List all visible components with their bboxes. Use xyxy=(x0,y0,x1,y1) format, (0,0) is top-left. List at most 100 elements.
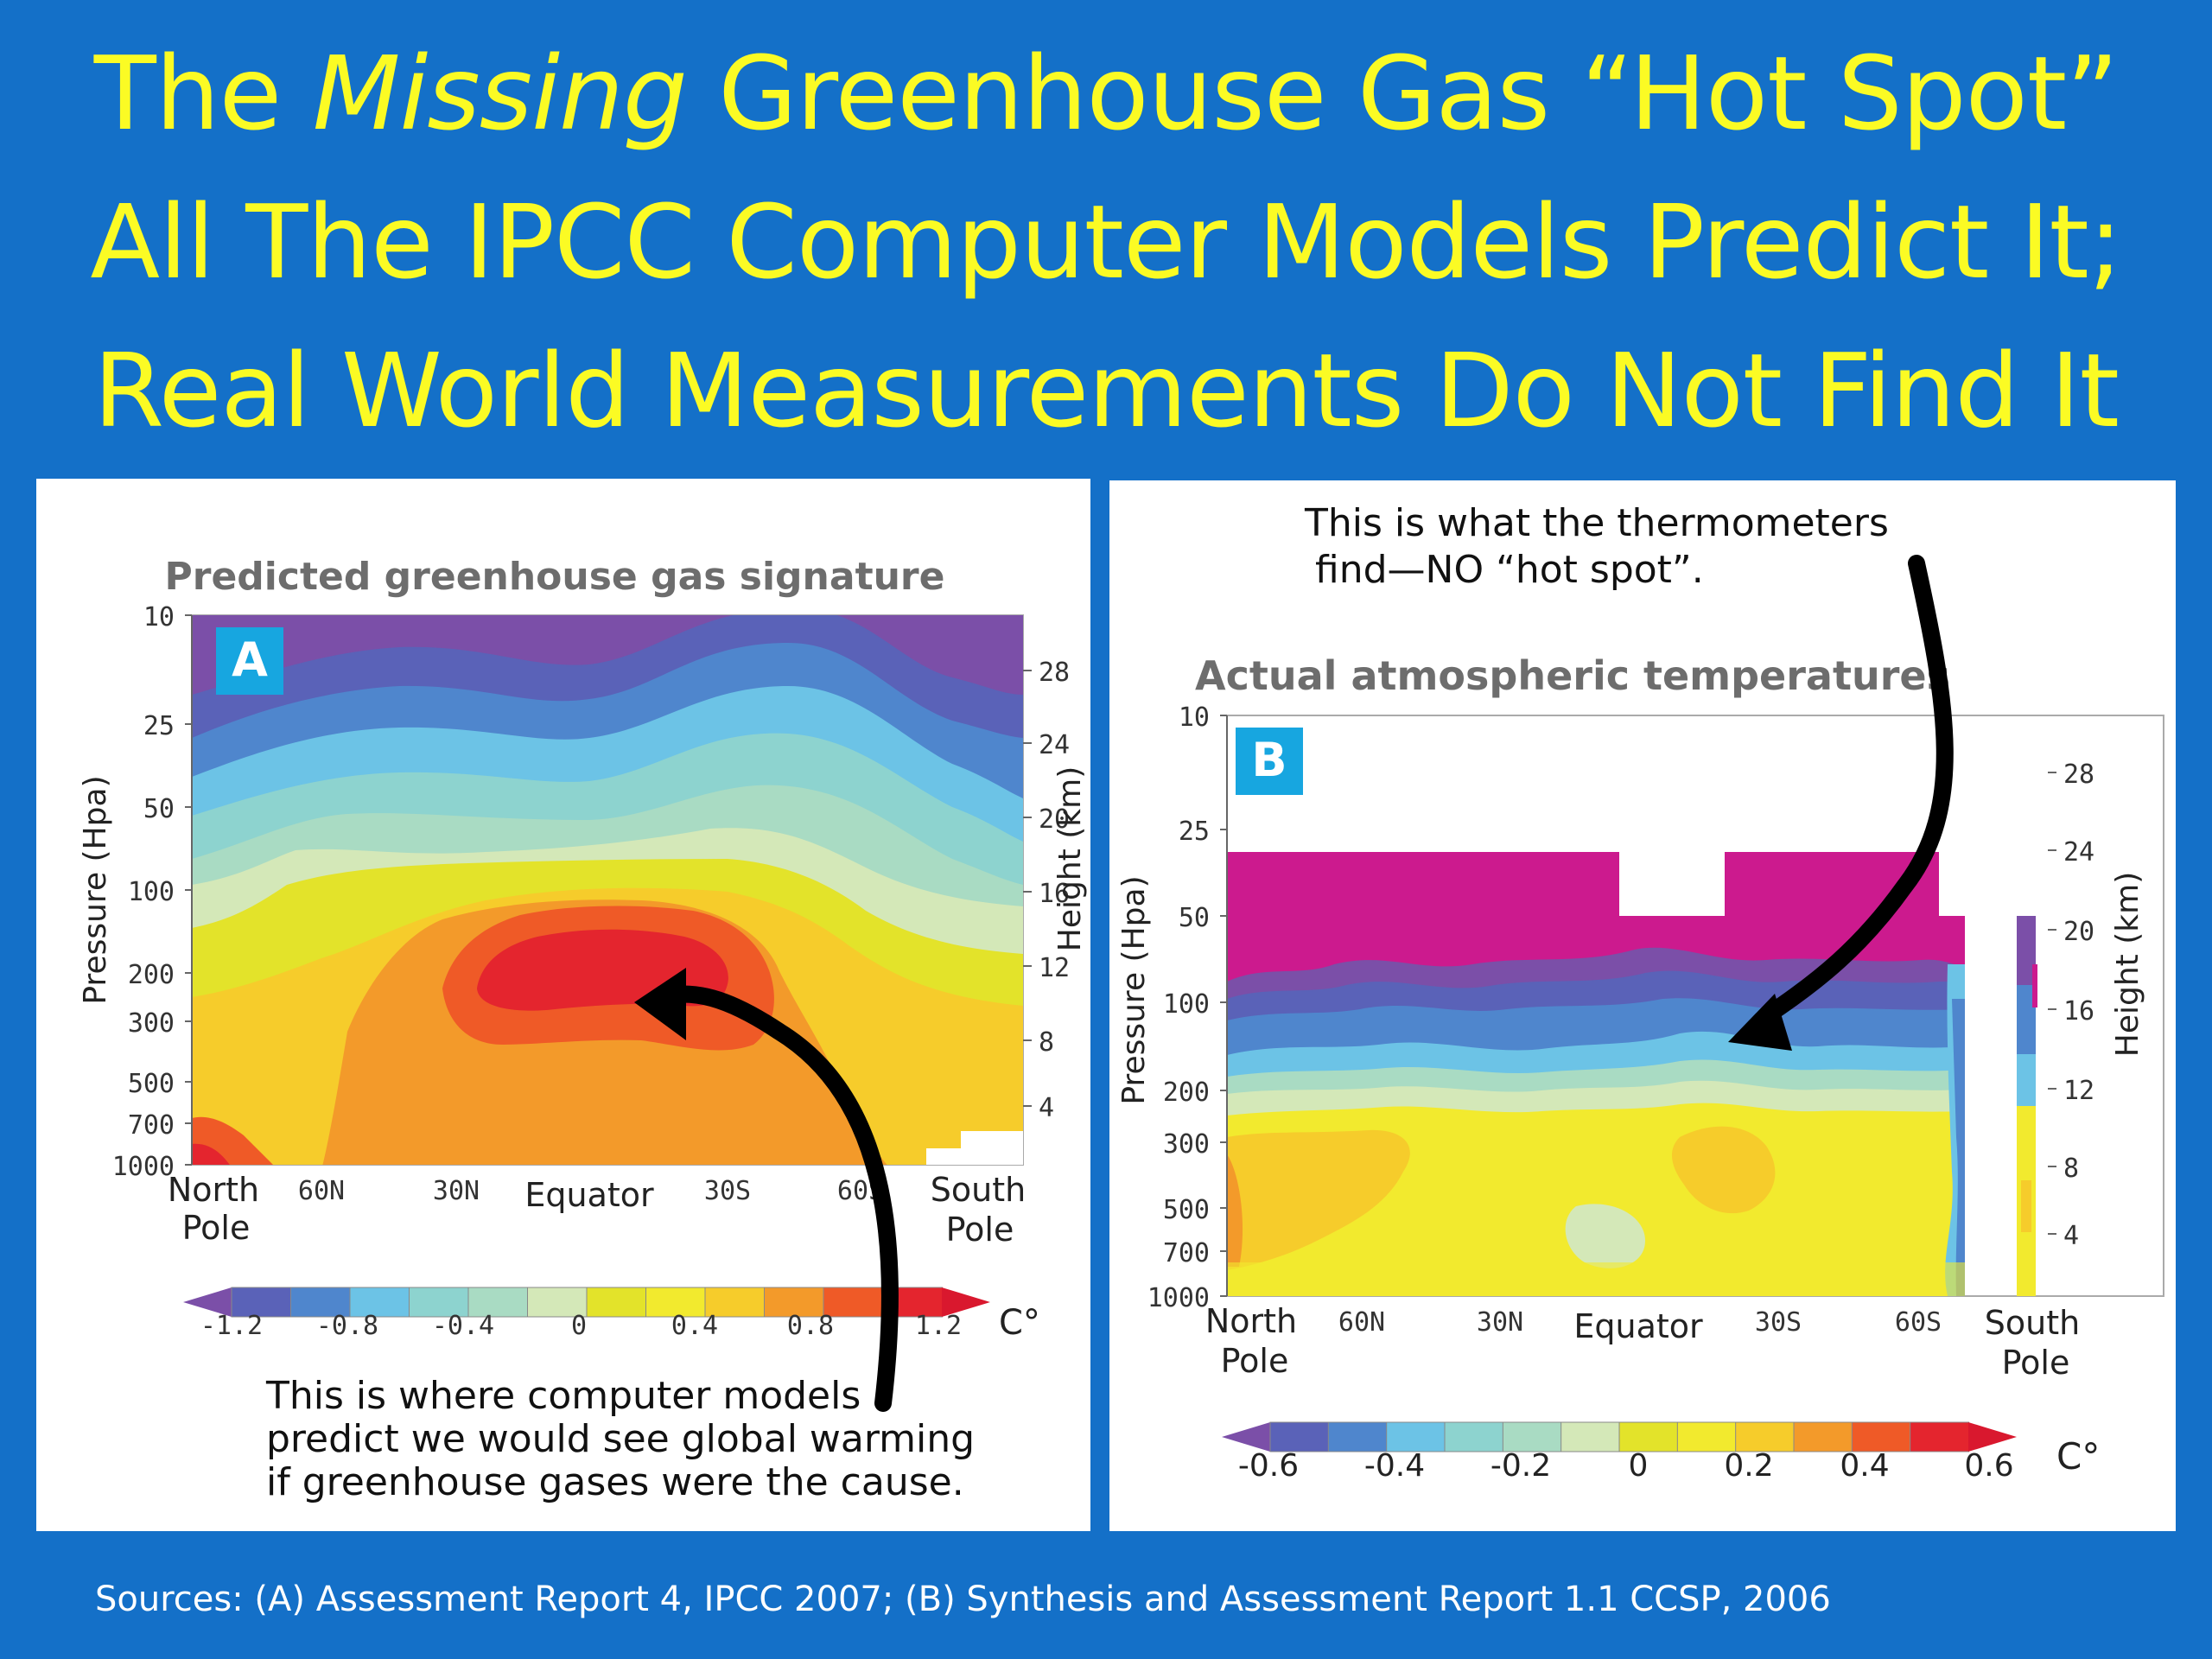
chart-b-badge-label: B xyxy=(1251,733,1287,787)
chart-a-x-tick: 30S xyxy=(704,1176,751,1206)
chart-a-x-south-pole: Pole xyxy=(946,1211,1014,1249)
chart-panel-b: B Actual atmospheric temperatures 10 25 … xyxy=(1109,480,2176,1531)
contour-a-layer xyxy=(926,1131,1023,1165)
chart-a-x-north: North xyxy=(168,1171,259,1209)
contour-b-layer xyxy=(1671,1126,1776,1214)
chart-a-colorbar xyxy=(183,1287,990,1318)
chart-panel-a: A Predicted greenhouse gas signature 10 … xyxy=(36,479,1090,1531)
title-line-2: All The IPCC Computer Models Predict It; xyxy=(90,182,2122,302)
colorbar-segment xyxy=(467,1287,529,1318)
pressure-tick-label: 700 xyxy=(128,1110,175,1141)
colorbar-segment xyxy=(1793,1421,1853,1452)
chart-a-annotation-line: if greenhouse gases were the cause. xyxy=(266,1460,964,1504)
chart-a-x-tick: 60N xyxy=(298,1176,345,1206)
chart-b-colorbar xyxy=(1222,1421,2017,1452)
pressure-tick-label: 200 xyxy=(1163,1077,1210,1108)
colorbar-a-tick: -1.2 xyxy=(200,1311,263,1341)
height-tick-label: 8 xyxy=(2063,1154,2079,1184)
height-tick-label: 20 xyxy=(1039,804,1070,835)
chart-b-x-north-pole: Pole xyxy=(1221,1342,1289,1380)
chart-b-contours xyxy=(1227,852,2037,1296)
colorbar-b-tick: -0.6 xyxy=(1238,1448,1299,1484)
chart-b-x-tick: 30N xyxy=(1477,1307,1523,1338)
colorbar-segment xyxy=(1502,1421,1562,1452)
pressure-tick-label: 100 xyxy=(128,877,175,907)
colorbar-segment xyxy=(1851,1421,1911,1452)
chart-a-svg: A Predicted greenhouse gas signature 10 … xyxy=(78,555,1088,1504)
pressure-tick-label: 100 xyxy=(1163,989,1210,1020)
colorbar-a-tick: 1.2 xyxy=(915,1311,962,1341)
chart-b-title: Actual atmospheric temperatures xyxy=(1195,652,1950,699)
colorbar-end-right xyxy=(1968,1422,2017,1452)
chart-b-annotation-line: This is what the thermometers xyxy=(1304,501,1889,545)
colorbar-segment xyxy=(1618,1421,1679,1452)
colorbar-segment xyxy=(1560,1421,1621,1452)
chart-a-x-north-pole: Pole xyxy=(182,1209,251,1247)
chart-a-x-tick: 30N xyxy=(433,1176,480,1206)
colorbar-segment xyxy=(764,1287,824,1318)
colorbar-b-tick: 0 xyxy=(1629,1448,1649,1484)
pressure-tick-label: 300 xyxy=(1163,1129,1210,1160)
colorbar-end-left xyxy=(183,1287,232,1317)
colorbar-a-tick: 0.4 xyxy=(671,1311,718,1341)
colorbar-segment xyxy=(290,1287,351,1318)
contour-a-layer xyxy=(192,1143,230,1165)
height-tick-label: 16 xyxy=(1039,879,1070,909)
chart-a-x-south: South xyxy=(931,1171,1026,1209)
title-line-3: Real World Measurements Do Not Find It xyxy=(93,331,2120,450)
height-tick-label: 8 xyxy=(1039,1027,1054,1058)
contour-b-layer xyxy=(1227,1129,1410,1270)
colorbar-segment xyxy=(1269,1421,1330,1452)
colorbar-b-tick: 0.4 xyxy=(1840,1448,1889,1484)
height-tick-label: 16 xyxy=(2063,996,2094,1027)
colorbar-segment xyxy=(231,1287,292,1318)
contour-b-layer xyxy=(2032,964,2037,1007)
chart-b-ylabel-right: Height (km) xyxy=(2110,872,2145,1057)
colorbar-segment xyxy=(527,1287,588,1318)
pressure-tick-label: 50 xyxy=(1179,903,1210,933)
chart-a-pressure-ticks: 10 25 50 100 200 300 500 700 1000 xyxy=(112,602,192,1182)
chart-b-x-equator: Equator xyxy=(1573,1307,1703,1345)
title-line-1: The Missing Greenhouse Gas “Hot Spot” xyxy=(0,19,2212,168)
height-tick-label: 24 xyxy=(1039,730,1070,760)
pressure-tick-label: 10 xyxy=(143,602,175,632)
chart-b-svg: B Actual atmospheric temperatures 10 25 … xyxy=(1116,501,2164,1484)
colorbar-a-tick: 0.8 xyxy=(787,1311,834,1341)
contour-b-layer xyxy=(1952,999,1965,1296)
pressure-tick-label: 700 xyxy=(1163,1238,1210,1268)
colorbar-segment xyxy=(586,1287,647,1318)
colorbar-segment xyxy=(1910,1421,1970,1452)
chart-b-height-ticks: 28 24 20 16 12 8 4 xyxy=(2048,760,2094,1251)
chart-a-height-ticks: 28 24 20 16 12 8 4 xyxy=(1023,658,1070,1123)
pressure-tick-label: 1000 xyxy=(1147,1283,1210,1313)
chart-b-x-south-pole: Pole xyxy=(2002,1344,2070,1382)
chart-a-contours xyxy=(192,615,1023,1165)
slide-title: The Missing Greenhouse Gas “Hot Spot” Al… xyxy=(0,19,2212,465)
colorbar-segment xyxy=(823,1287,884,1318)
pressure-tick-label: 500 xyxy=(128,1069,175,1099)
contour-b-layer xyxy=(2017,985,2036,1054)
pressure-tick-label: 300 xyxy=(128,1008,175,1039)
chart-b-x-tick: 60N xyxy=(1338,1307,1385,1338)
height-tick-label: 12 xyxy=(2063,1076,2094,1106)
contour-b-layer xyxy=(2017,1054,2036,1106)
title-line-1-start: The xyxy=(93,34,313,153)
chart-b-x-north: North xyxy=(1205,1302,1297,1340)
chart-a-ylabel: Pressure (Hpa) xyxy=(78,775,113,1004)
sources-note: Sources: (A) Assessment Report 4, IPCC 2… xyxy=(95,1580,1831,1619)
pressure-tick-label: 25 xyxy=(1179,817,1210,847)
chart-b-arrow-head xyxy=(1728,994,1792,1051)
chart-a-badge xyxy=(216,627,283,695)
pressure-tick-label: 1000 xyxy=(112,1152,175,1182)
colorbar-a-unit: C° xyxy=(999,1303,1040,1343)
chart-a-x-equator: Equator xyxy=(524,1176,654,1214)
colorbar-segment xyxy=(1327,1421,1388,1452)
pressure-tick-label: 200 xyxy=(128,960,175,990)
colorbar-segment xyxy=(1386,1421,1446,1452)
chart-b-x-south: South xyxy=(1985,1304,2080,1342)
colorbar-end-right xyxy=(942,1287,990,1317)
colorbar-b-tick: -0.2 xyxy=(1491,1448,1551,1484)
chart-b-badge xyxy=(1236,728,1303,795)
contour-b-layer xyxy=(1227,1103,1965,1296)
colorbar-segment xyxy=(704,1287,766,1318)
